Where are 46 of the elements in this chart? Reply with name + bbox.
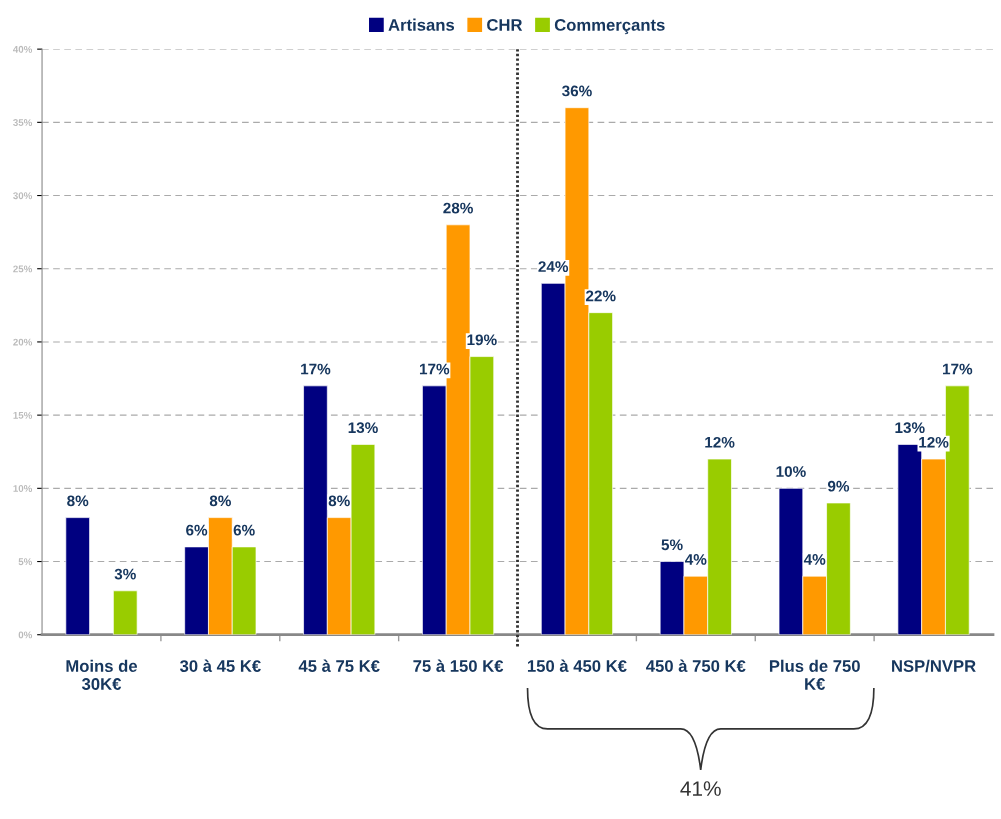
data-label: 9% xyxy=(827,480,850,492)
data-label: 28% xyxy=(443,202,473,214)
data-label: 19% xyxy=(467,334,497,346)
y-tick-label: 30% xyxy=(13,192,33,200)
data-label: 3% xyxy=(114,568,136,580)
legend-label: Commerçants xyxy=(554,19,665,35)
data-label: 22% xyxy=(585,290,616,302)
x-tick-label: Plus de 750 K€ xyxy=(769,659,860,690)
x-tick-label: 30 à 45 K€ xyxy=(179,659,261,672)
data-label: 36% xyxy=(562,85,592,97)
data-label: 17% xyxy=(943,363,973,375)
legend-label: CHR xyxy=(487,19,523,31)
data-label: 13% xyxy=(348,422,378,434)
data-label: 8% xyxy=(67,495,89,507)
data-label: 4% xyxy=(685,554,707,565)
data-label: 12% xyxy=(705,436,735,448)
x-tick-label: NSP/NVPR xyxy=(892,659,976,673)
y-tick-label: 35% xyxy=(13,119,33,126)
y-tick-label: 25% xyxy=(13,265,33,273)
data-label: 13% xyxy=(895,422,925,434)
y-tick-label: 20% xyxy=(13,338,33,346)
y-tick-label: 15% xyxy=(13,411,33,419)
data-label: 8% xyxy=(209,495,231,507)
legend-label: Artisans xyxy=(388,18,455,31)
data-label: 4% xyxy=(803,554,826,565)
data-label: 17% xyxy=(301,363,331,375)
data-label: 24% xyxy=(538,261,569,272)
bar xyxy=(113,590,138,635)
x-tick-label: 450 à 750 K€ xyxy=(646,659,746,672)
data-label: 8% xyxy=(328,495,350,507)
y-tick-label: 10% xyxy=(13,485,33,492)
x-tick-label: 150 à 450 K€ xyxy=(527,659,627,672)
x-tick-label: 45 à 75 K€ xyxy=(298,659,380,672)
text: 41% xyxy=(680,781,721,796)
data-label: 10% xyxy=(776,466,806,477)
data-label: 6% xyxy=(233,524,255,536)
y-tick-label: 5% xyxy=(18,558,33,566)
x-tick-label: Moins de 30K€ xyxy=(66,659,138,690)
data-label: 12% xyxy=(919,436,949,448)
data-label: 6% xyxy=(186,524,208,536)
bar xyxy=(65,517,90,635)
data-label: 5% xyxy=(661,539,683,551)
data-label: 17% xyxy=(419,363,450,375)
x-tick-label: 75 à 150 K€ xyxy=(413,659,504,672)
y-tick-label: 40% xyxy=(13,45,33,53)
y-tick-label: 0% xyxy=(18,631,33,639)
